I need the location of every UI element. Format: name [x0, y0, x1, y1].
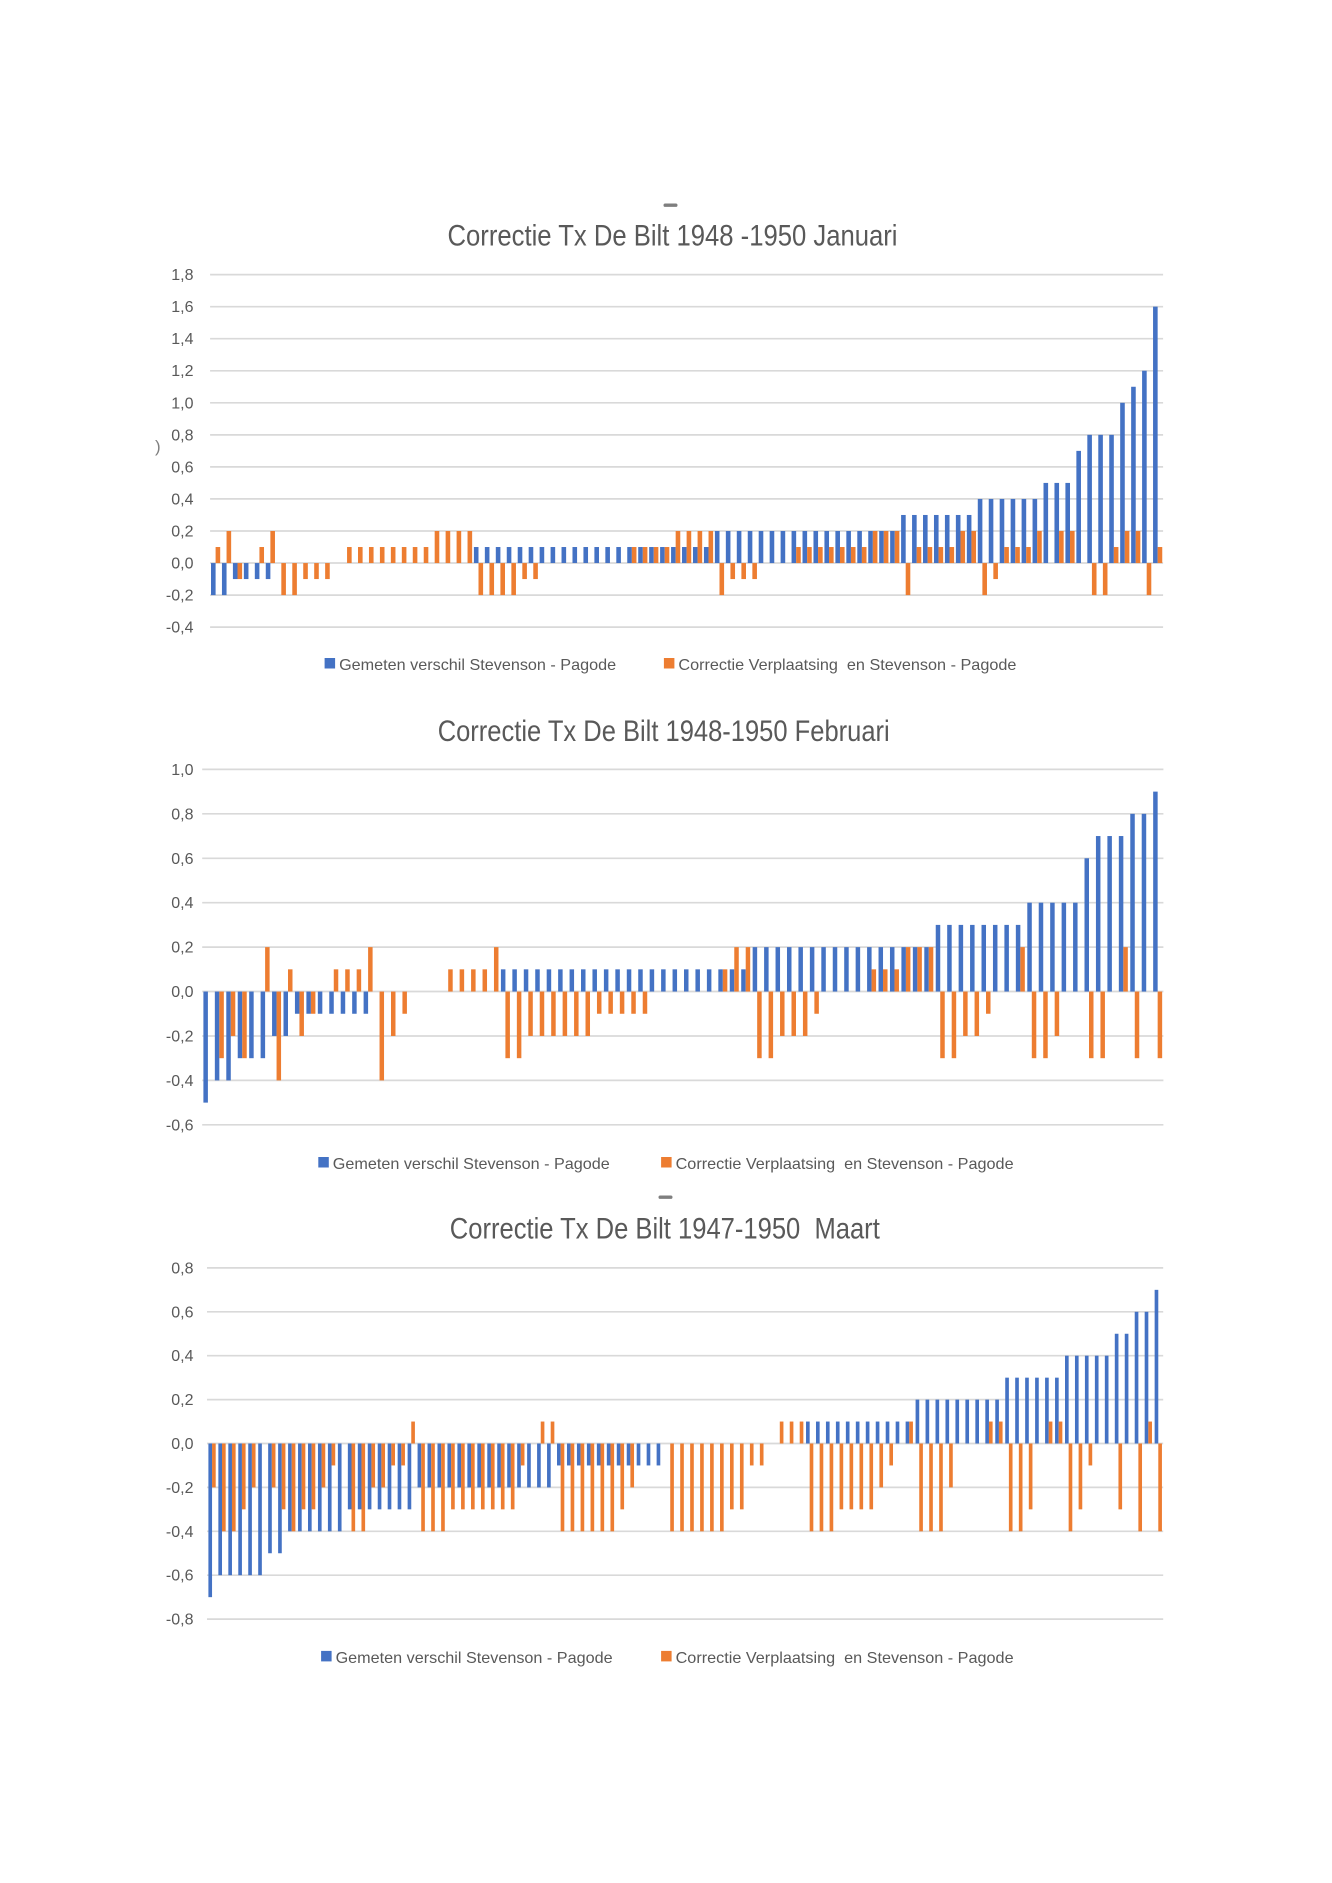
svg-text:1,2: 1,2: [171, 363, 193, 380]
svg-text:0,2: 0,2: [171, 1392, 193, 1409]
svg-text:0,2: 0,2: [171, 940, 193, 957]
svg-text:0,8: 0,8: [171, 427, 193, 444]
svg-text:0,0: 0,0: [171, 556, 193, 573]
svg-text:Correctie Tx De Bilt 1948-1950: Correctie Tx De Bilt 1948-1950 Februari: [438, 715, 890, 748]
svg-text:Gemeten verschil Stevenson - P: Gemeten verschil Stevenson - Pagode: [336, 1650, 613, 1667]
svg-text:0,8: 0,8: [171, 1260, 193, 1277]
svg-text:0,6: 0,6: [171, 459, 193, 476]
svg-text:Correctie Verplaatsing en Ste: Correctie Verplaatsing en Stevenson - Pa…: [678, 657, 1016, 674]
svg-text:): ): [155, 437, 161, 456]
svg-text:1,8: 1,8: [171, 267, 193, 284]
svg-text:Gemeten verschil Stevenson - P: Gemeten verschil Stevenson - Pagode: [339, 657, 616, 674]
svg-text:0,0: 0,0: [171, 984, 193, 1001]
svg-text:-0,4: -0,4: [166, 1073, 194, 1090]
svg-text:1,6: 1,6: [171, 299, 193, 316]
svg-text:0,4: 0,4: [171, 1348, 193, 1365]
svg-text:-0,4: -0,4: [166, 620, 194, 637]
svg-text:-0,8: -0,8: [166, 1612, 194, 1629]
svg-text:0,4: 0,4: [171, 491, 193, 508]
svg-text:0,2: 0,2: [171, 524, 193, 541]
svg-text:0,6: 0,6: [171, 1304, 193, 1321]
svg-text:-0,6: -0,6: [166, 1568, 194, 1585]
svg-text:Correctie Verplaatsing en Ste: Correctie Verplaatsing en Stevenson - Pa…: [676, 1156, 1014, 1173]
svg-text:1,0: 1,0: [171, 762, 193, 779]
svg-text:-0,2: -0,2: [166, 1029, 194, 1046]
svg-text:-0,4: -0,4: [166, 1524, 194, 1541]
svg-text:0,0: 0,0: [171, 1436, 193, 1453]
svg-text:Correctie Verplaatsing en Ste: Correctie Verplaatsing en Stevenson - Pa…: [676, 1650, 1014, 1667]
svg-text:0,8: 0,8: [171, 806, 193, 823]
svg-text:-0,6: -0,6: [166, 1117, 194, 1134]
svg-text:-0,2: -0,2: [166, 1480, 194, 1497]
svg-text:1,4: 1,4: [171, 331, 193, 348]
svg-text:0,4: 0,4: [171, 895, 193, 912]
svg-text:0,6: 0,6: [171, 851, 193, 868]
svg-text:Correctie Tx De Bilt 1948 -195: Correctie Tx De Bilt 1948 -1950 Januari: [448, 220, 898, 253]
svg-text:-0,2: -0,2: [166, 588, 194, 605]
svg-text:Correctie Tx De Bilt 1947-1950: Correctie Tx De Bilt 1947-1950 Maart: [450, 1213, 881, 1246]
svg-text:Gemeten verschil Stevenson - P: Gemeten verschil Stevenson - Pagode: [333, 1156, 610, 1173]
svg-text:1,0: 1,0: [171, 395, 193, 412]
